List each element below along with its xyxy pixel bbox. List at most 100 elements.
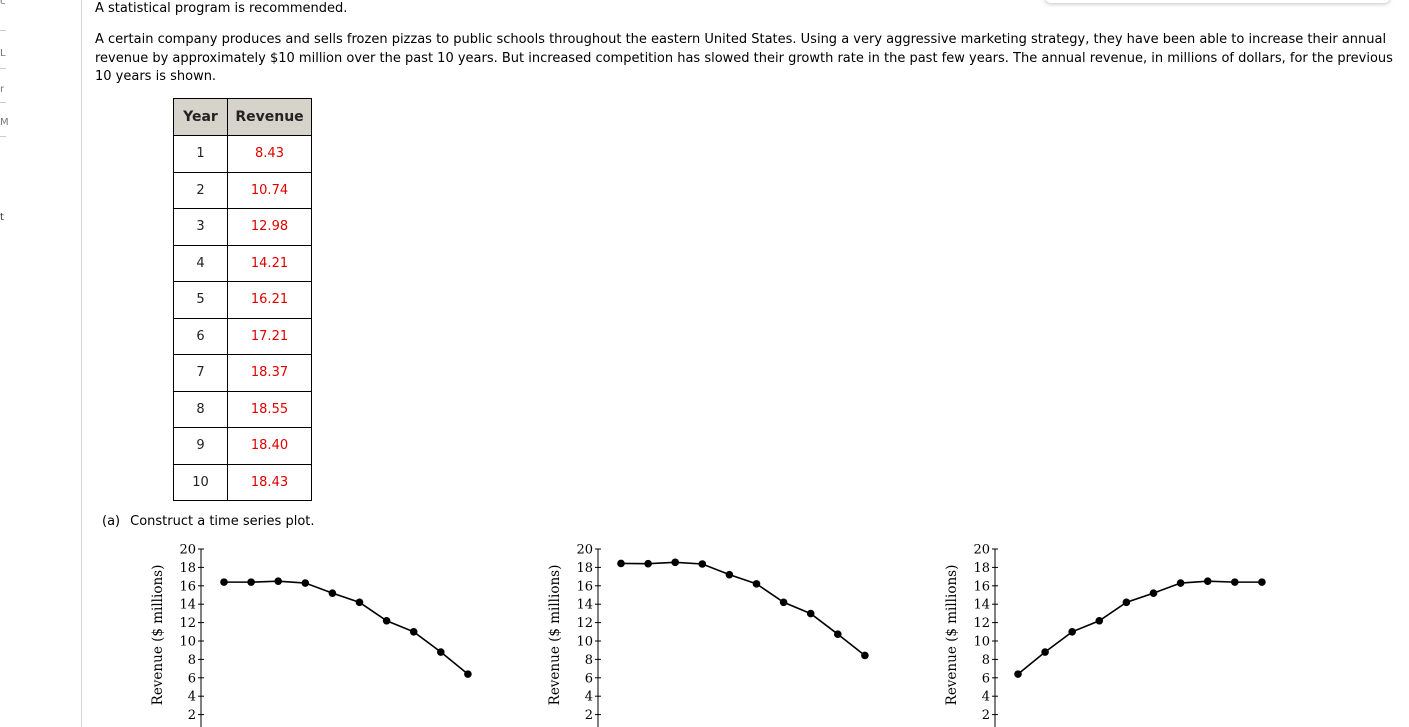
- year-cell: 3: [173, 208, 228, 246]
- revenue-cell: 18.43: [227, 463, 312, 501]
- series-line: [224, 580, 469, 675]
- y-tick-label: 18: [576, 561, 593, 576]
- revenue-cell: 18.40: [227, 427, 312, 465]
- table-row: 4 14.21: [173, 244, 312, 282]
- year-cell: 8: [173, 390, 228, 428]
- year-cell: 6: [173, 317, 228, 355]
- data-point: [1176, 579, 1185, 587]
- table-row: 8 18.55: [173, 390, 312, 428]
- data-point: [1231, 578, 1239, 586]
- year-header: Year: [173, 98, 228, 136]
- revenue-cell: 17.21: [227, 317, 312, 355]
- table-row: 1 8.43: [173, 135, 312, 173]
- series-line: [620, 561, 866, 657]
- revenue-cell: 18.37: [227, 354, 312, 392]
- rail-mark: r: [0, 84, 5, 95]
- revenue-cell: 18.55: [227, 390, 312, 428]
- year-cell: 10: [173, 463, 228, 501]
- data-point: [725, 570, 734, 579]
- y-tick-label: 6: [585, 671, 593, 686]
- time-series-plot-option-3[interactable]: Revenue ($ millions) 2 4 6 8 10 12 14 16 18 20: [940, 535, 1280, 727]
- rail-divider: [0, 30, 6, 31]
- y-tick-label: 14: [973, 598, 990, 613]
- y-tick-label: 16: [973, 579, 990, 594]
- y-tick-label: 18: [973, 561, 990, 576]
- data-point: [1068, 628, 1076, 636]
- rail-mark: L: [0, 48, 6, 59]
- y-tick-label: 20: [179, 543, 196, 558]
- data-point: [409, 628, 418, 636]
- y-tick-label: 16: [179, 579, 196, 594]
- table-header-row: Year Revenue: [173, 98, 312, 136]
- part-a-text: Construct a time series plot.: [130, 514, 315, 529]
- y-tick-label: 2: [982, 708, 990, 723]
- series-line: [1017, 580, 1262, 675]
- y-tick-label: 4: [585, 690, 593, 705]
- data-point: [247, 578, 255, 586]
- time-series-plot-option-1[interactable]: Revenue ($ millions) 2 4 6 8 10 12 14 16 18 20: [146, 535, 486, 727]
- year-cell: 5: [173, 281, 228, 319]
- table-row: 10 18.43: [173, 463, 312, 501]
- rail-divider: [0, 102, 6, 103]
- data-point: [1203, 577, 1212, 585]
- part-a-prompt: (a) Construct a time series plot.: [102, 514, 315, 529]
- data-point: [301, 579, 310, 587]
- y-tick-label: 2: [585, 708, 593, 723]
- table-row: 5 16.21: [173, 281, 312, 319]
- program-notice: A statistical program is recommended.: [95, 1, 348, 16]
- y-tick-label: 10: [179, 635, 196, 650]
- revenue-cell: 16.21: [227, 281, 312, 319]
- data-point: [617, 559, 625, 568]
- revenue-cell: 12.98: [227, 208, 312, 246]
- data-point: [806, 609, 815, 618]
- y-tick-label: 4: [188, 690, 196, 705]
- y-tick-label: 6: [188, 671, 196, 686]
- revenue-cell: 14.21: [227, 244, 312, 282]
- y-tick-label: 2: [188, 708, 196, 723]
- year-cell: 1: [173, 135, 228, 173]
- rail-divider: [0, 68, 6, 69]
- table-row: 2 10.74: [173, 171, 312, 209]
- year-cell: 7: [173, 354, 228, 392]
- y-tick-label: 8: [982, 653, 990, 668]
- table-row: 3 12.98: [173, 208, 312, 246]
- data-point: [861, 651, 869, 660]
- table-row: 9 18.40: [173, 427, 312, 465]
- year-cell: 4: [173, 244, 228, 282]
- rail-mark: M: [0, 117, 9, 128]
- revenue-cell: 8.43: [227, 135, 312, 173]
- data-point: [779, 598, 788, 607]
- data-point: [698, 560, 707, 568]
- data-point: [1014, 670, 1022, 678]
- y-axis-label: Revenue ($ millions): [150, 565, 166, 706]
- data-point: [671, 558, 679, 567]
- y-tick-label: 14: [576, 598, 593, 613]
- y-tick-label: 20: [576, 543, 593, 558]
- rail-mark: c: [0, 0, 6, 7]
- data-point: [752, 580, 761, 588]
- revenue-cell: 10.74: [227, 171, 312, 209]
- rail-divider: [0, 136, 6, 137]
- y-tick-label: 4: [982, 690, 990, 705]
- data-point: [834, 630, 842, 638]
- table-row: 7 18.37: [173, 354, 312, 392]
- data-point: [1041, 648, 1049, 656]
- data-point: [464, 670, 472, 678]
- y-tick-label: 6: [982, 671, 990, 686]
- y-tick-label: 20: [973, 543, 990, 558]
- data-point: [437, 648, 445, 656]
- data-point: [220, 578, 228, 586]
- y-tick-label: 10: [973, 635, 990, 650]
- y-axis-label: Revenue ($ millions): [547, 565, 563, 706]
- y-tick-label: 18: [179, 561, 196, 576]
- data-point: [1149, 589, 1158, 597]
- y-tick-label: 14: [179, 598, 196, 613]
- y-tick-label: 8: [188, 653, 196, 668]
- time-series-plot-option-2[interactable]: Revenue ($ millions) 2 4 6 8 10 12 14 16 18 20: [543, 535, 883, 727]
- y-tick-label: 8: [585, 653, 593, 668]
- data-point: [274, 577, 282, 585]
- data-point: [382, 616, 391, 625]
- year-cell: 9: [173, 427, 228, 465]
- y-axis-label: Revenue ($ millions): [944, 565, 960, 706]
- y-tick-label: 12: [576, 616, 593, 631]
